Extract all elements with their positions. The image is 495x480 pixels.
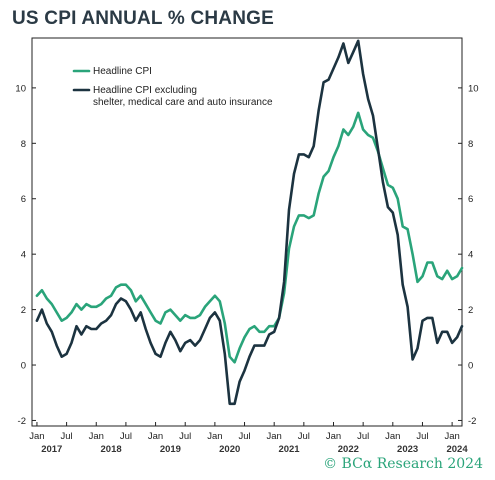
copyright-text: © BCα Research 2024 (323, 456, 483, 472)
x-axis: Jan Jul Jan Jul Jan Jul Jan Jul Jan Jul Jan Jul Jan J… (29, 422, 460, 442)
legend-label-excluding-line1: Headline CPI excluding (93, 85, 197, 96)
y-tick-label-left: 4 (21, 250, 26, 261)
series-line-headline-cpi-excluding (35, 39, 464, 406)
y-axis-right: -2 0 2 4 6 8 10 (458, 83, 479, 427)
series-line-headline-cpi (35, 111, 464, 364)
x-tick-label: Jan (148, 431, 163, 442)
y-tick-label-right: 2 (468, 305, 473, 316)
year-label: 2020 (219, 444, 240, 455)
legend-label-headline: Headline CPI (93, 66, 152, 77)
y-tick-label-left: 10 (15, 83, 26, 94)
x-tick-label: Jan (29, 431, 44, 442)
y-tick-label-right: 10 (468, 83, 479, 94)
y-tick-label-left: 8 (21, 139, 26, 150)
year-label: 2023 (397, 444, 418, 455)
x-tick-label: Jul (61, 431, 73, 442)
y-tick-label-right: -2 (468, 416, 476, 427)
x-tick-label: Jan (385, 431, 400, 442)
year-label: 2021 (278, 444, 300, 455)
y-tick-label-left: -2 (18, 416, 26, 427)
x-tick-label: Jul (120, 431, 132, 442)
legend: Headline CPI Headline CPI excluding shel… (72, 66, 273, 108)
year-label: 2024 (446, 444, 468, 455)
y-tick-label-right: 8 (468, 139, 473, 150)
y-tick-label-right: 0 (468, 361, 473, 372)
x-tick-label: Jul (238, 431, 250, 442)
x-tick-label: Jan (326, 431, 341, 442)
year-label: 2019 (160, 444, 181, 455)
y-tick-label-left: 2 (21, 305, 26, 316)
chart-title: US CPI ANNUAL % CHANGE (12, 8, 274, 29)
y-tick-label-right: 4 (468, 250, 473, 261)
year-label: 2018 (101, 444, 122, 455)
year-label: 2022 (338, 444, 359, 455)
x-tick-label: Jan (89, 431, 104, 442)
x-tick-label: Jul (416, 431, 428, 442)
series-layer (35, 39, 464, 406)
x-tick-label: Jan (207, 431, 222, 442)
legend-label-excluding-line2: shelter, medical care and auto insurance (93, 97, 273, 108)
x-tick-label: Jan (444, 431, 459, 442)
x-tick-label: Jul (179, 431, 191, 442)
y-tick-label-left: 0 (21, 361, 26, 372)
x-tick-label: Jan (267, 431, 282, 442)
y-axis-left: -2 0 2 4 6 8 10 (15, 83, 36, 427)
x-tick-label: Jul (357, 431, 369, 442)
year-axis: 2017 2018 2019 2020 2021 2022 2023 2024 (41, 444, 468, 455)
plot-frame (31, 37, 463, 427)
y-tick-label-right: 6 (468, 194, 473, 205)
year-label: 2017 (41, 444, 62, 455)
x-tick-label: Jul (298, 431, 310, 442)
y-tick-label-left: 6 (21, 194, 26, 205)
